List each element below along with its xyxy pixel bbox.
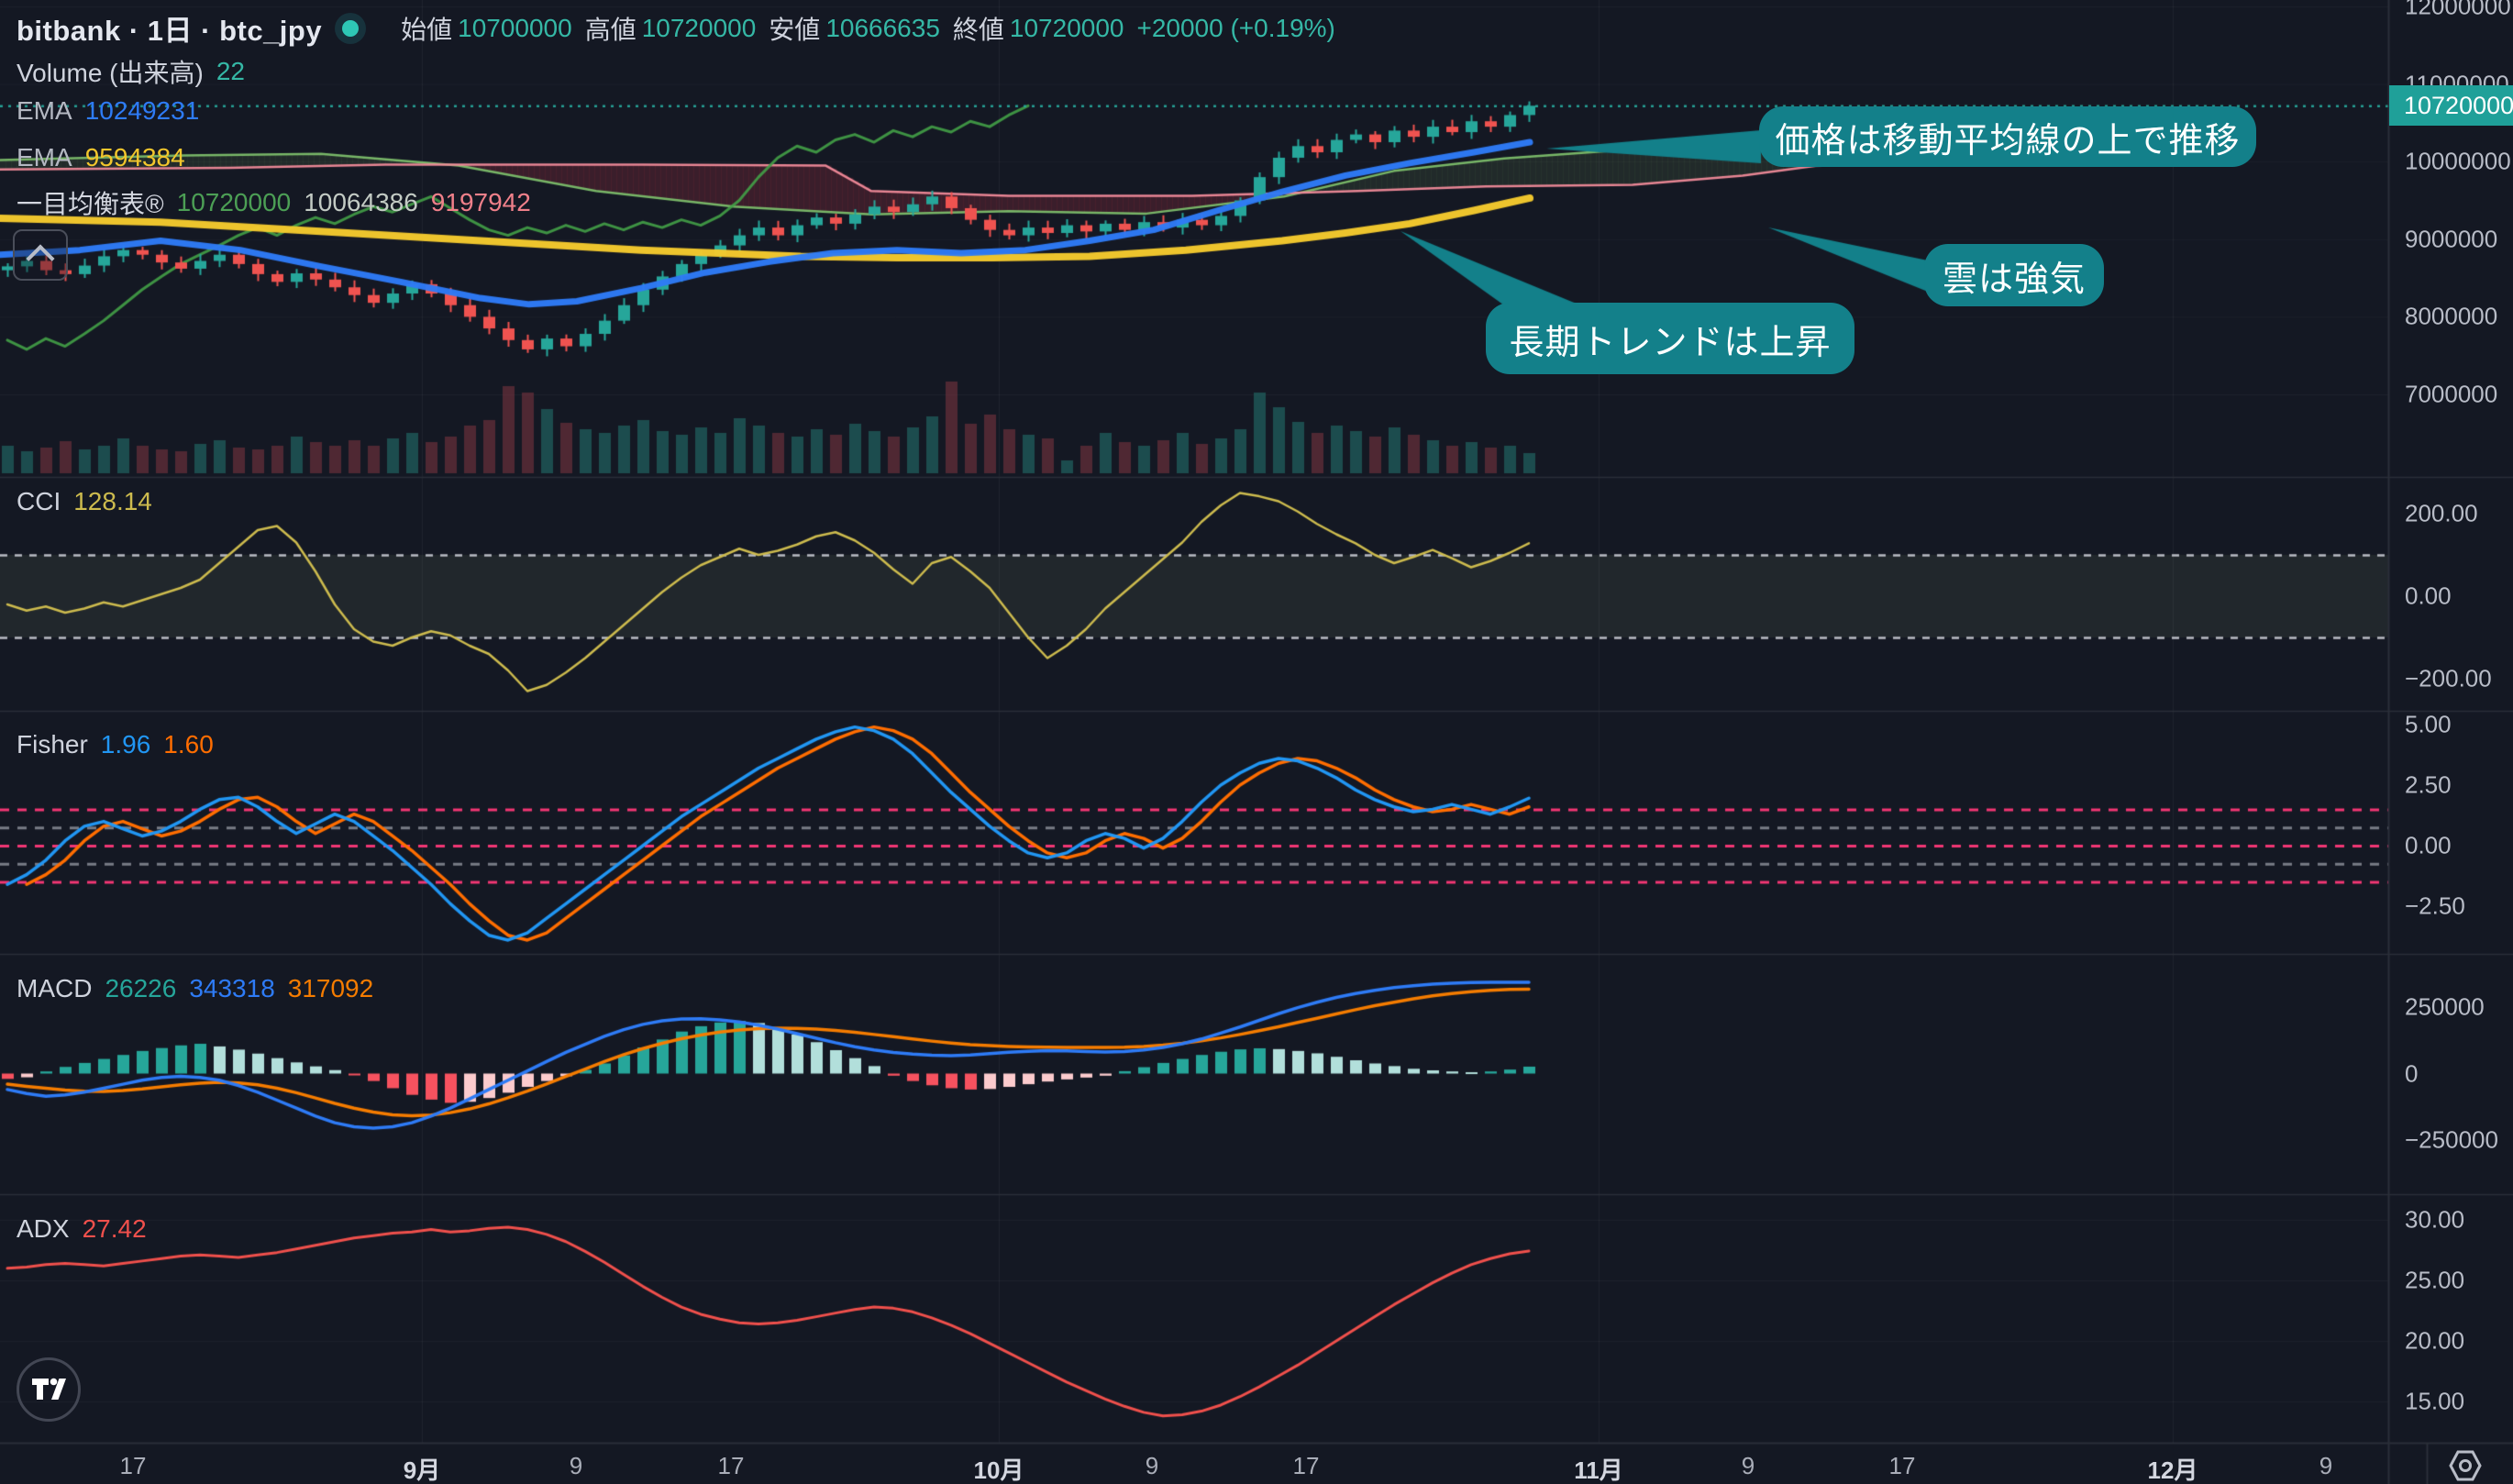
low-label: 安値 — [769, 15, 821, 44]
pane-collapse-button[interactable] — [13, 229, 68, 281]
price-axis-label[interactable]: 8000000 — [2405, 302, 2498, 330]
adx-axis-label[interactable]: 20.00 — [2405, 1326, 2465, 1355]
ema-slow-label[interactable]: EMA — [17, 143, 72, 172]
adx-axis-label[interactable]: 30.00 — [2405, 1205, 2465, 1234]
annotation-callout-3[interactable]: 長期トレンドは上昇 — [1486, 303, 1854, 374]
cci-value: 128.14 — [73, 487, 152, 515]
price-axis-label[interactable]: 10000000 — [2405, 147, 2511, 175]
tradingview-logo-icon[interactable] — [17, 1357, 81, 1422]
time-axis-label[interactable]: 9 — [2319, 1452, 2333, 1479]
cci-label[interactable]: CCI — [17, 487, 61, 515]
time-axis-label[interactable]: 10月 — [973, 1456, 1024, 1484]
ema-fast-value: 10249231 — [84, 96, 200, 125]
ichimoku-label[interactable]: 一目均衡表® — [17, 190, 164, 218]
macd-axis-label[interactable]: 250000 — [2405, 992, 2485, 1021]
macd-label[interactable]: MACD — [17, 974, 93, 1002]
macd-value-3: 317092 — [287, 974, 374, 1002]
fisher-axis-label[interactable]: 2.50 — [2405, 770, 2452, 799]
high-value: 10720000 — [641, 13, 757, 42]
fisher-value-2: 1.60 — [163, 730, 214, 759]
cci-axis-label[interactable]: −200.00 — [2405, 664, 2492, 692]
ichimoku-value-2: 10064386 — [304, 188, 418, 216]
price-axis-label[interactable]: 9000000 — [2405, 225, 2498, 253]
time-axis-label[interactable]: 12月 — [2147, 1456, 2198, 1484]
price-axis-label[interactable]: 12000000 — [2405, 0, 2511, 20]
time-axis-label[interactable]: 9月 — [403, 1456, 441, 1484]
open-value: 10700000 — [458, 13, 572, 42]
fisher-axis-label[interactable]: 0.00 — [2405, 831, 2452, 859]
time-axis-label[interactable]: 17 — [1888, 1452, 1916, 1479]
ema-fast-label[interactable]: EMA — [17, 96, 72, 125]
adx-row: ADX 27.42 — [17, 1214, 147, 1244]
open-label: 始値 — [401, 15, 453, 44]
symbol-title[interactable]: bitbank · 1日 · btc_jpy — [17, 15, 323, 47]
macd-axis-label[interactable]: −250000 — [2405, 1125, 2498, 1154]
time-axis-label[interactable]: 17 — [1292, 1452, 1320, 1479]
cci-axis-label[interactable]: 0.00 — [2405, 581, 2452, 610]
market-status-icon[interactable] — [335, 12, 367, 44]
cci-axis-label[interactable]: 200.00 — [2405, 499, 2478, 527]
macd-value-2: 343318 — [189, 974, 275, 1002]
volume-value: 22 — [216, 57, 245, 85]
ichimoku-value-1: 10720000 — [176, 188, 292, 216]
annotation-callout-2[interactable]: 雲は強気 — [1924, 244, 2104, 306]
macd-value-1: 26226 — [105, 974, 177, 1002]
time-axis-label[interactable]: 9 — [1741, 1452, 1755, 1479]
chevron-up-icon — [26, 244, 55, 273]
macd-row: MACD 26226 343318 317092 — [17, 974, 373, 1003]
high-label: 高値 — [584, 15, 637, 44]
current-price-badge[interactable]: 10720000 — [2389, 85, 2513, 127]
fisher-row: Fisher 1.96 1.60 — [17, 730, 214, 759]
low-value: 10666635 — [825, 13, 940, 42]
time-axis-label[interactable]: 9 — [1145, 1452, 1159, 1479]
time-axis-label[interactable]: 17 — [119, 1452, 147, 1479]
fisher-axis-label[interactable]: 5.00 — [2405, 710, 2452, 738]
symbol-header: bitbank · 1日 · btc_jpy 始値 10700000 高値 10… — [17, 7, 1335, 49]
ema-slow-row: EMA 9594384 — [17, 143, 185, 172]
adx-axis-label[interactable]: 15.00 — [2405, 1387, 2465, 1415]
price-axis-label[interactable]: 7000000 — [2405, 380, 2498, 408]
ema-fast-row: EMA 10249231 — [17, 96, 199, 126]
volume-row: Volume (出来高) 22 — [17, 53, 245, 90]
fisher-label[interactable]: Fisher — [17, 730, 88, 759]
time-axis-label[interactable]: 9 — [569, 1452, 583, 1479]
ichimoku-value-3: 9197942 — [430, 188, 531, 216]
annotation-callout-1[interactable]: 価格は移動平均線の上で推移 — [1759, 106, 2256, 167]
close-label: 終値 — [952, 15, 1004, 44]
adx-axis-label[interactable]: 25.00 — [2405, 1266, 2465, 1294]
ema-slow-value: 9594384 — [84, 143, 185, 172]
time-axis-label[interactable]: 11月 — [1574, 1456, 1623, 1484]
volume-label[interactable]: Volume (出来高) — [17, 59, 204, 87]
close-value: 10720000 — [1009, 13, 1124, 42]
fisher-value-1: 1.96 — [100, 730, 151, 759]
time-axis-label[interactable]: 17 — [717, 1452, 745, 1479]
adx-value: 27.42 — [82, 1214, 147, 1243]
cci-row: CCI 128.14 — [17, 487, 152, 516]
fisher-axis-label[interactable]: −2.50 — [2405, 892, 2465, 920]
change-value: +20000 (+0.19%) — [1136, 13, 1335, 42]
macd-axis-label[interactable]: 0 — [2405, 1059, 2419, 1087]
ichimoku-row: 一目均衡表® 10720000 10064386 9197942 — [17, 184, 531, 221]
time-settings-icon[interactable] — [2447, 1449, 2484, 1484]
adx-label[interactable]: ADX — [17, 1214, 70, 1243]
